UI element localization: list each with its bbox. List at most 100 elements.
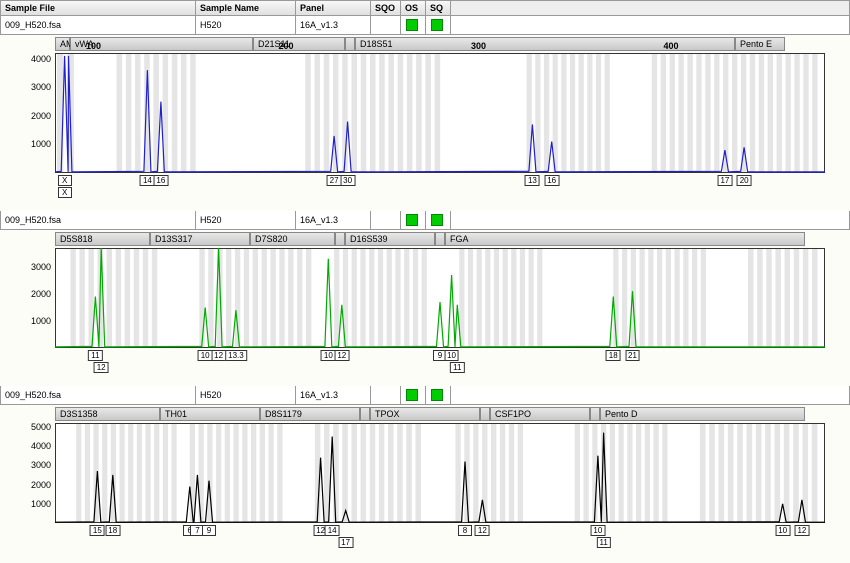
locus-label: D21S11	[253, 37, 345, 51]
allele-call[interactable]: 10	[444, 350, 459, 361]
sample-panel: 16A_v1.3	[296, 211, 371, 229]
allele-call[interactable]: 9	[202, 525, 216, 536]
locus-label: D5S818	[55, 232, 150, 246]
header-sample-name: Sample Name	[196, 1, 296, 15]
allele-call[interactable]: 21	[625, 350, 640, 361]
x-tick-label: 100	[86, 41, 101, 51]
allele-call[interactable]: 18	[105, 525, 120, 536]
locus-label	[480, 407, 490, 421]
sample-name: H520	[196, 211, 296, 229]
status-icon	[431, 214, 443, 226]
electropherogram-panel: 009_H520.fsaH52016A_v1.3 AMELvWAD21S11D18…	[0, 16, 850, 203]
y-tick-label: 3000	[31, 82, 55, 92]
y-tick-label: 5000	[31, 422, 55, 432]
status-icon	[431, 389, 443, 401]
header-sq: SQ	[426, 1, 451, 15]
locus-header-row: D5S818D13S317D7S820 D16S539 FGA	[55, 232, 825, 246]
status-icon	[431, 19, 443, 31]
allele-call[interactable]: 11	[596, 537, 610, 548]
allele-call[interactable]: 11	[88, 350, 102, 361]
y-tick-label: 3000	[31, 460, 55, 470]
os-indicator	[401, 211, 426, 229]
status-icon	[406, 389, 418, 401]
x-tick-label: 400	[663, 41, 678, 51]
allele-call-row: 1112101213.31012910111821	[55, 350, 825, 378]
allele-call[interactable]: 16	[544, 175, 559, 186]
table-header: Sample File Sample Name Panel SQO OS SQ	[0, 0, 850, 16]
chart-svg	[55, 53, 825, 173]
sample-name: H520	[196, 386, 296, 404]
sample-info-row: 009_H520.fsaH52016A_v1.3	[0, 386, 850, 405]
allele-call[interactable]: X	[58, 175, 72, 186]
chart: 1002003004001000200030004000	[55, 53, 825, 173]
sample-info-row: 009_H520.fsaH52016A_v1.3	[0, 16, 850, 35]
locus-label	[345, 37, 355, 51]
x-tick-label: 200	[278, 41, 293, 51]
y-tick-label: 1000	[31, 316, 55, 326]
allele-call[interactable]: 13.3	[225, 350, 247, 361]
sqo-indicator	[371, 211, 401, 229]
allele-call[interactable]: 17	[338, 537, 353, 548]
locus-label	[335, 232, 345, 246]
locus-label: D3S1358	[55, 407, 160, 421]
header-panel: Panel	[296, 1, 371, 15]
status-icon	[406, 19, 418, 31]
allele-call[interactable]: 12	[94, 362, 109, 373]
allele-call[interactable]: 30	[340, 175, 355, 186]
y-tick-label: 1000	[31, 499, 55, 509]
allele-call[interactable]: 12	[794, 525, 809, 536]
allele-call[interactable]: 12	[475, 525, 490, 536]
sample-file: 009_H520.fsa	[1, 16, 196, 34]
sample-panel: 16A_v1.3	[296, 16, 371, 34]
y-tick-label: 4000	[31, 54, 55, 64]
y-tick-label: 2000	[31, 111, 55, 121]
x-tick-label: 300	[471, 41, 486, 51]
allele-call[interactable]: 18	[606, 350, 621, 361]
sample-info-row: 009_H520.fsaH52016A_v1.3	[0, 211, 850, 230]
locus-label: FGA	[445, 232, 805, 246]
allele-call[interactable]: 8	[458, 525, 472, 536]
locus-header-row: AMELvWAD21S11D18S51Pento E	[55, 37, 825, 51]
y-tick-label: 1000	[31, 139, 55, 149]
allele-call[interactable]: 12	[334, 350, 349, 361]
allele-call[interactable]: X	[58, 187, 72, 198]
allele-call[interactable]: 17	[717, 175, 732, 186]
header-sqo: SQO	[371, 1, 401, 15]
allele-call[interactable]: 11	[450, 362, 464, 373]
locus-label: TPOX	[370, 407, 480, 421]
allele-call[interactable]: 15	[90, 525, 105, 536]
sq-indicator	[426, 386, 451, 404]
chart-svg	[55, 423, 825, 523]
sample-file: 009_H520.fsa	[1, 386, 196, 404]
locus-label	[435, 232, 445, 246]
sq-indicator	[426, 16, 451, 34]
chart: 10002000300040005000	[55, 423, 825, 523]
chart: 100020003000	[55, 248, 825, 348]
locus-label	[590, 407, 600, 421]
sample-file: 009_H520.fsa	[1, 211, 196, 229]
sample-name: H520	[196, 16, 296, 34]
electropherogram-panel: 009_H520.fsaH52016A_v1.3 D5S818D13S317D7S…	[0, 211, 850, 378]
allele-call[interactable]: 16	[153, 175, 168, 186]
y-tick-label: 2000	[31, 480, 55, 490]
allele-call[interactable]: 10	[775, 525, 790, 536]
locus-label: AMEL	[55, 37, 70, 51]
allele-call[interactable]: 10	[590, 525, 605, 536]
locus-label: D7S820	[250, 232, 335, 246]
allele-call[interactable]: 12	[211, 350, 226, 361]
sample-panel: 16A_v1.3	[296, 386, 371, 404]
sqo-indicator	[371, 386, 401, 404]
allele-call[interactable]: 20	[737, 175, 752, 186]
locus-label: D8S1179	[260, 407, 360, 421]
allele-call-row: XX1416273013161720	[55, 175, 825, 203]
y-tick-label: 4000	[31, 441, 55, 451]
allele-call[interactable]: 13	[525, 175, 540, 186]
locus-label: Pento E	[735, 37, 785, 51]
locus-label: CSF1PO	[490, 407, 590, 421]
allele-call[interactable]: 14	[325, 525, 340, 536]
header-sample-file: Sample File	[1, 1, 196, 15]
locus-label: Pento D	[600, 407, 805, 421]
locus-label: D13S317	[150, 232, 250, 246]
locus-label: D16S539	[345, 232, 435, 246]
os-indicator	[401, 386, 426, 404]
